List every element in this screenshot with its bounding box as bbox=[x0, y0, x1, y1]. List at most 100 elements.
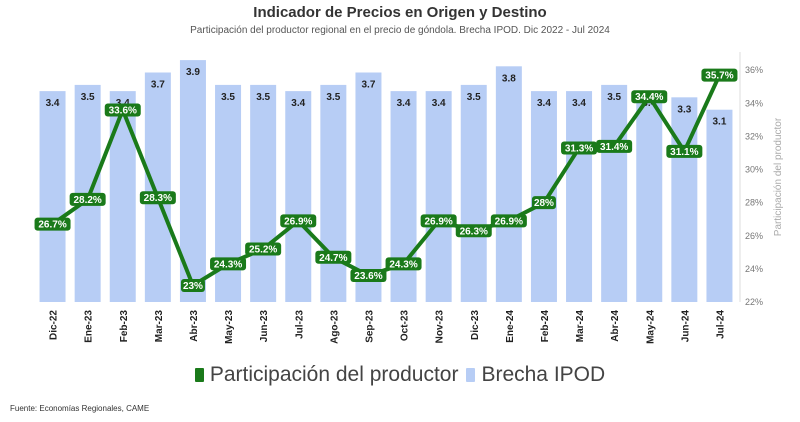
point-label-jul-24: 35.7% bbox=[705, 71, 733, 82]
legend-swatch-brecha bbox=[466, 368, 476, 382]
point-label-oct-23: 24.3% bbox=[389, 259, 417, 270]
bar-label-jun-23: 3.5 bbox=[256, 92, 270, 103]
bar-brecha-jun-23 bbox=[250, 84, 277, 302]
y-tick-30: 30% bbox=[745, 165, 763, 175]
bar-label-sep-23: 3.7 bbox=[361, 80, 375, 91]
point-label-dic-22: 26.7% bbox=[38, 220, 66, 231]
x-tick-jul-24: Jul-24 bbox=[715, 310, 726, 339]
legend-swatch-participacion bbox=[194, 368, 204, 382]
bar-label-abr-23: 3.9 bbox=[186, 67, 200, 78]
source-note: Fuente: Economías Regionales, CAME bbox=[10, 404, 150, 413]
bar-label-may-23: 3.5 bbox=[221, 92, 235, 103]
point-label-bg-feb-23 bbox=[104, 103, 141, 117]
x-tick-abr-24: Abr-24 bbox=[610, 310, 621, 342]
point-label-may-24: 34.4% bbox=[635, 92, 663, 103]
bar-brecha-abr-24 bbox=[601, 84, 628, 302]
x-tick-oct-23: Oct-23 bbox=[400, 310, 411, 342]
point-label-ago-23: 24.7% bbox=[319, 253, 347, 264]
bar-label-oct-23: 3.4 bbox=[397, 98, 411, 109]
bar-label-mar-23: 3.7 bbox=[151, 80, 165, 91]
point-label-dic-23: 26.3% bbox=[460, 226, 488, 237]
bar-brecha-ago-23 bbox=[320, 84, 347, 302]
point-label-bg-jun-23 bbox=[245, 242, 282, 256]
point-label-bg-abr-24 bbox=[596, 139, 633, 153]
point-label-bg-dic-22 bbox=[34, 217, 71, 231]
bar-label-ene-23: 3.5 bbox=[81, 92, 95, 103]
point-label-bg-may-23 bbox=[210, 257, 247, 271]
point-label-bg-ene-24 bbox=[490, 214, 527, 228]
bar-brecha-jul-23 bbox=[285, 91, 312, 302]
point-label-bg-may-24 bbox=[631, 90, 668, 104]
y-tick-34: 34% bbox=[745, 98, 763, 108]
point-label-ene-24: 26.9% bbox=[495, 216, 523, 227]
point-label-bg-jun-24 bbox=[666, 144, 703, 158]
y-tick-32: 32% bbox=[745, 131, 763, 141]
x-tick-dic-23: Dic-23 bbox=[470, 310, 481, 340]
bar-brecha-ene-24 bbox=[495, 66, 522, 302]
bar-label-jul-24: 3.1 bbox=[712, 117, 726, 128]
bar-label-mar-24: 3.4 bbox=[572, 98, 586, 109]
legend: Participación del productor Brecha IPOD bbox=[0, 363, 800, 387]
point-label-bg-jul-24 bbox=[701, 68, 738, 82]
point-label-bg-dic-23 bbox=[455, 224, 492, 238]
legend-item-brecha[interactable]: Brecha IPOD bbox=[466, 363, 605, 387]
point-label-feb-24: 28% bbox=[534, 198, 554, 209]
bar-label-dic-23: 3.5 bbox=[467, 92, 481, 103]
point-label-ene-23: 28.2% bbox=[73, 195, 101, 206]
point-label-nov-23: 26.9% bbox=[424, 216, 452, 227]
bar-brecha-nov-23 bbox=[425, 91, 452, 302]
point-label-bg-ene-23 bbox=[69, 192, 106, 206]
bar-label-ene-24: 3.8 bbox=[502, 73, 516, 84]
bar-label-feb-24: 3.4 bbox=[537, 98, 551, 109]
x-tick-ago-23: Ago-23 bbox=[329, 310, 340, 344]
point-label-mar-23: 28.3% bbox=[144, 193, 172, 204]
bar-brecha-may-24 bbox=[636, 91, 663, 302]
legend-item-participacion[interactable]: Participación del productor bbox=[194, 363, 459, 387]
x-tick-feb-23: Feb-23 bbox=[119, 310, 130, 343]
bar-brecha-sep-23 bbox=[355, 72, 382, 302]
x-tick-may-23: May-23 bbox=[224, 310, 235, 344]
point-label-bg-oct-23 bbox=[385, 257, 422, 271]
x-tick-jul-23: Jul-23 bbox=[294, 310, 305, 339]
chart-subtitle: Participación del productor regional en … bbox=[190, 25, 610, 36]
point-label-abr-23: 23% bbox=[183, 281, 203, 292]
point-label-sep-23: 23.6% bbox=[354, 271, 382, 282]
y-axis-title: Participación del productor bbox=[773, 117, 784, 236]
bar-label-jun-24: 3.3 bbox=[677, 104, 691, 115]
legend-label-participacion: Participación del productor bbox=[209, 363, 459, 386]
point-label-bg-feb-24 bbox=[531, 196, 556, 210]
x-tick-nov-23: Nov-23 bbox=[435, 310, 446, 344]
x-tick-feb-24: Feb-24 bbox=[540, 310, 551, 343]
point-label-bg-jul-23 bbox=[280, 214, 317, 228]
y-tick-36: 36% bbox=[745, 65, 763, 75]
point-label-bg-mar-23 bbox=[139, 191, 176, 205]
x-tick-dic-22: Dic-22 bbox=[49, 310, 60, 340]
point-label-abr-24: 31.4% bbox=[600, 142, 628, 153]
point-label-bg-mar-24 bbox=[561, 141, 598, 155]
point-label-may-23: 24.3% bbox=[214, 259, 242, 270]
bar-brecha-feb-23 bbox=[109, 91, 136, 302]
point-label-jun-24: 31.1% bbox=[670, 147, 698, 158]
bar-label-dic-22: 3.4 bbox=[46, 98, 60, 109]
bar-brecha-dic-23 bbox=[460, 84, 487, 302]
y-tick-26: 26% bbox=[745, 231, 763, 241]
x-tick-ene-23: Ene-23 bbox=[84, 310, 95, 343]
x-tick-mar-24: Mar-24 bbox=[575, 310, 586, 343]
bar-label-ago-23: 3.5 bbox=[326, 92, 340, 103]
bar-brecha-mar-23 bbox=[144, 72, 171, 302]
bar-label-jul-23: 3.4 bbox=[291, 98, 305, 109]
point-label-mar-24: 31.3% bbox=[565, 144, 593, 155]
point-label-feb-23: 33.6% bbox=[109, 105, 137, 116]
point-label-bg-nov-23 bbox=[420, 214, 457, 228]
bar-brecha-mar-24 bbox=[566, 91, 593, 302]
x-tick-may-24: May-24 bbox=[645, 310, 656, 344]
bar-brecha-dic-22 bbox=[39, 91, 66, 302]
x-tick-jun-23: Jun-23 bbox=[259, 310, 270, 343]
point-label-jun-23: 25.2% bbox=[249, 245, 277, 256]
x-tick-jun-24: Jun-24 bbox=[680, 310, 691, 343]
bar-brecha-jul-24 bbox=[706, 109, 733, 302]
legend-label-brecha: Brecha IPOD bbox=[481, 363, 606, 386]
point-label-bg-ago-23 bbox=[315, 250, 352, 264]
y-tick-24: 24% bbox=[745, 264, 763, 274]
